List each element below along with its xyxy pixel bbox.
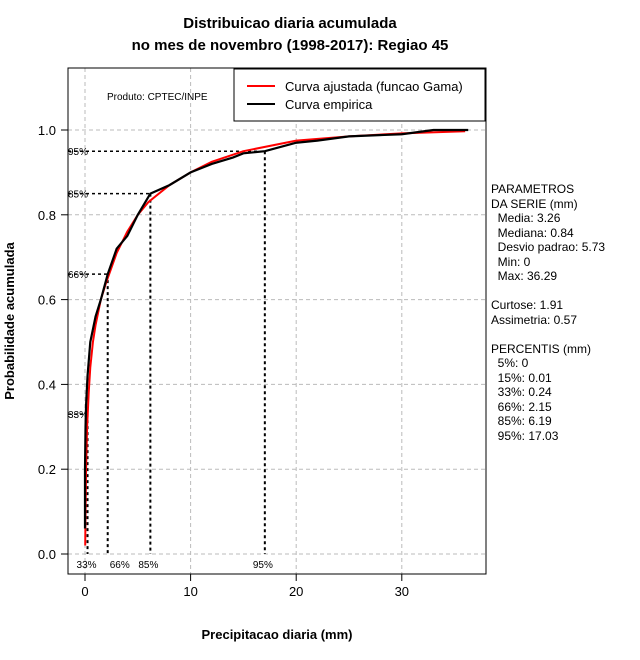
- chart-title-line2: no mes de novembro (1998-2017): Regiao 4…: [132, 37, 449, 54]
- stat-line: 33%: 0.24: [491, 385, 552, 399]
- y-tick-label: 0.0: [38, 547, 56, 562]
- percentile-x-label: 66%: [110, 560, 130, 571]
- legend-entry: Curva empirica: [285, 97, 373, 112]
- percentile-x-label: 95%: [253, 560, 273, 571]
- x-tick-label: 30: [395, 584, 409, 599]
- percentile-y-label: 66%: [68, 270, 88, 281]
- stat-line: 85%: 6.19: [491, 414, 552, 428]
- y-tick-label: 1.0: [38, 123, 56, 138]
- stat-line: 5%: 0: [491, 356, 529, 370]
- stat-line: Mediana: 0.84: [491, 225, 574, 240]
- statistics-panel: PARAMETROS DA SERIE (mm) Media: 3.26 Medi…: [491, 182, 605, 443]
- stat-line: Min: 0: [491, 254, 531, 269]
- stat-line: [491, 284, 605, 299]
- percentile-y-label: 85%: [68, 190, 88, 201]
- x-tick-label: 20: [289, 584, 303, 599]
- x-axis-label: Precipitacao diaria (mm): [202, 627, 353, 642]
- x-tick-label: 0: [81, 584, 88, 599]
- percentile-x-label: 33%: [77, 560, 97, 571]
- stat-line: Curtose: 1.91: [491, 298, 564, 312]
- y-tick-label: 0.2: [38, 462, 56, 477]
- y-axis-label: Probabilidade acumulada: [2, 241, 17, 399]
- percentile-y-label: 95%: [68, 147, 88, 158]
- stat-line: DA SERIE (mm): [491, 196, 578, 211]
- legend-box: [233, 68, 486, 122]
- y-tick-label: 0.4: [38, 377, 56, 392]
- stat-line: PARAMETROS: [491, 182, 575, 196]
- y-tick-label: 0.8: [38, 208, 56, 223]
- y-tick-label: 0.6: [38, 293, 56, 308]
- stat-line: 66%: 2.15: [491, 399, 552, 414]
- percentile-y-label: 33%: [68, 410, 88, 421]
- stat-line: Assimetria: 0.57: [491, 312, 578, 327]
- legend-entry: Curva ajustada (funcao Gama): [285, 79, 463, 94]
- stat-line: PERCENTIS (mm): [491, 341, 591, 356]
- stat-line: [491, 327, 605, 342]
- series-line-empirical: [83, 128, 469, 529]
- producer-label: Produto: CPTEC/INPE: [107, 92, 208, 103]
- chart-title-line1: Distribuicao diaria acumulada: [183, 15, 397, 32]
- stat-line: Desvio padrao: 5.73: [491, 240, 606, 254]
- percentile-x-label: 85%: [138, 560, 158, 571]
- stat-line: Max: 36.29: [491, 269, 558, 283]
- stat-line: Media: 3.26: [491, 211, 561, 225]
- x-tick-label: 10: [183, 584, 197, 599]
- stat-line: 15%: 0.01: [491, 370, 552, 385]
- stat-line: 95%: 17.03: [491, 428, 559, 443]
